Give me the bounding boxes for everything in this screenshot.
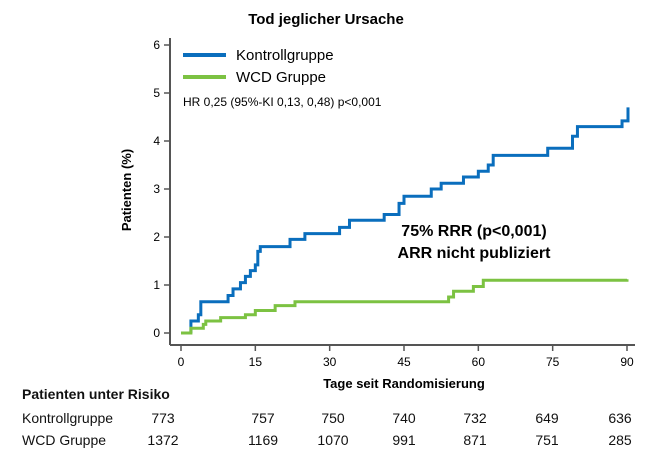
x-tick-label: 45 [397,355,411,369]
x-tick-label: 60 [472,355,486,369]
y-tick-label: 0 [153,326,160,340]
risk-value: 740 [392,410,416,426]
risk-value: 285 [608,432,632,448]
y-tick-label: 3 [153,182,160,196]
risk-value: 636 [608,410,632,426]
risk-value: 751 [535,432,559,448]
x-tick-label: 15 [249,355,263,369]
y-axis-label: Patienten (%) [119,149,134,231]
legend-label-wcd: WCD Gruppe [236,69,326,86]
x-tick-label: 30 [323,355,337,369]
risk-table-header: Patienten unter Risiko [22,386,170,402]
risk-value: 732 [463,410,487,426]
y-tick-label: 5 [153,86,160,100]
risk-value: 750 [321,410,345,426]
y-tick-label: 6 [153,38,160,52]
x-axis-label: Tage seit Randomisierung [323,376,485,391]
y-tick-label: 2 [153,230,160,244]
risk-value: 871 [463,432,487,448]
hr-annotation: HR 0,25 (95%-KI 0,13, 0,48) p<0,001 [183,95,382,109]
risk-row-label: Kontrollgruppe [22,410,114,426]
series-line-wcd-gruppe [181,278,629,335]
arr-annotation: ARR nicht publiziert [398,245,552,262]
y-tick-label: 1 [153,278,160,292]
risk-value: 1372 [147,432,179,448]
risk-value: 1070 [317,432,349,448]
risk-value: 757 [251,410,275,426]
risk-row-label: WCD Gruppe [22,432,107,448]
rrr-annotation: 75% RRR (p<0,001) [401,223,546,240]
y-tick-label: 4 [153,134,160,148]
risk-value: 649 [535,410,559,426]
chart-title: Tod jeglicher Ursache [248,11,404,28]
risk-value: 773 [151,410,175,426]
risk-value: 991 [392,432,416,448]
x-tick-label: 75 [546,355,560,369]
risk-value: 1169 [247,432,279,448]
x-tick-label: 0 [178,355,185,369]
legend-label-kontroll: Kontrollgruppe [236,47,334,64]
x-tick-label: 90 [620,355,634,369]
series-line-kontrollgruppe [189,107,630,333]
